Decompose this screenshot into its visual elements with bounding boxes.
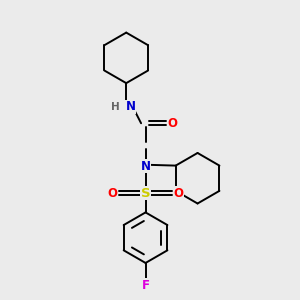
Text: F: F: [142, 279, 149, 292]
Text: H: H: [111, 102, 119, 112]
Text: N: N: [140, 160, 151, 173]
Text: S: S: [141, 187, 150, 200]
Text: N: N: [126, 100, 136, 113]
Text: O: O: [167, 117, 177, 130]
Text: O: O: [173, 187, 183, 200]
Text: O: O: [108, 187, 118, 200]
